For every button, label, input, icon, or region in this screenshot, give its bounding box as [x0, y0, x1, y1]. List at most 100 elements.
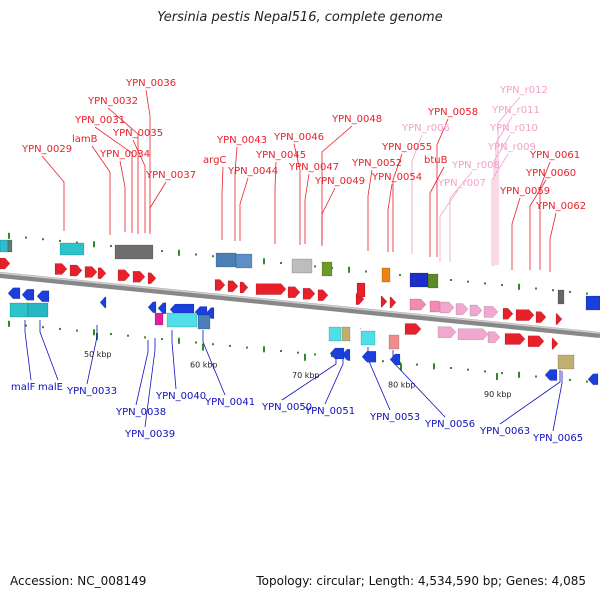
gene-label: YPN_0061 [529, 150, 580, 161]
forward-gene-arrow [535, 311, 547, 323]
forward-gene-arrow [117, 269, 131, 282]
gene-label: YPN_0054 [371, 172, 422, 183]
leader-line [144, 338, 156, 428]
forward-gene-arrow [555, 313, 563, 325]
forward-gene-arrow [147, 272, 157, 285]
bottom-dot-track [433, 363, 435, 370]
gene-label: YPN_0044 [227, 166, 278, 177]
scale-label: 50 kbp [84, 350, 112, 359]
leader-line [499, 370, 561, 425]
leader-line [449, 171, 473, 262]
top-dot-track [280, 262, 282, 264]
bottom-dot-track [501, 372, 503, 375]
top-dot-track [348, 266, 350, 273]
gene-box [27, 302, 49, 318]
gene-box [0, 239, 9, 253]
gene-label: YPN_0043 [216, 135, 267, 146]
gene-label: YPN_0033 [66, 386, 117, 397]
top-dot-track [8, 232, 10, 239]
rna-arrow [483, 306, 499, 318]
top-dot-track [399, 273, 401, 276]
gene-label: YPN_0034 [99, 149, 150, 160]
top-dot-track [42, 238, 44, 241]
reverse-gene-arrow [389, 353, 401, 366]
gene-box [427, 273, 439, 289]
bottom-dot-track [416, 363, 418, 366]
reverse-gene-arrow [329, 347, 345, 360]
forward-gene-arrow [214, 279, 226, 291]
gene-label: YPN_0048 [331, 114, 382, 125]
leader-line [135, 340, 149, 406]
bottom-dot-track [110, 333, 112, 335]
top-dot-track [25, 236, 27, 239]
top-dot-track [212, 255, 214, 258]
bottom-dot-track [178, 337, 180, 344]
gene-label: YPN_r009 [487, 142, 536, 153]
leader-line [274, 161, 277, 244]
reverse-gene-arrow [147, 301, 157, 314]
gene-label: YPN_0039 [124, 429, 175, 440]
scale-tick [202, 343, 204, 351]
gene-label: YPN_0053 [369, 412, 420, 423]
bottom-dot-track [297, 351, 299, 354]
reverse-gene-arrow [36, 290, 50, 302]
gene-label: YPN_0055 [381, 142, 432, 153]
bottom-dot-track [229, 344, 231, 347]
gene-box [7, 239, 13, 253]
top-dot-track [59, 239, 61, 242]
gene-label: YPN_0046 [273, 132, 324, 143]
forward-gene-arrow [457, 328, 489, 341]
gene-label: YPN_r008 [451, 160, 500, 171]
forward-gene-arrow [97, 267, 107, 280]
forward-gene-arrow [132, 271, 146, 283]
gene-label: YPN_0060 [525, 168, 576, 179]
bottom-dot-track [382, 360, 384, 363]
gene-label: YPN_r007 [437, 178, 486, 189]
top-dot-track [314, 265, 316, 268]
leader-line [429, 166, 445, 257]
bottom-dot-track [535, 375, 537, 378]
gene-label: lamB [72, 134, 98, 145]
gene-label: YPN_0040 [155, 391, 206, 402]
top-dot-track [195, 253, 197, 256]
bottom-dot-track [569, 378, 571, 381]
reverse-gene-arrow [341, 348, 351, 361]
bottom-dot-track [161, 338, 163, 341]
leader-line [149, 181, 167, 234]
bottom-dot-track [25, 324, 27, 327]
gene-label: YPN_0032 [87, 96, 138, 107]
genome-summary-text: Topology: circular; Length: 4,534,590 bp… [256, 574, 586, 588]
gene-label: YPN_0058 [427, 107, 478, 118]
leader-line [495, 116, 513, 265]
rna-arrow [469, 304, 483, 317]
gene-box [341, 326, 351, 342]
bottom-dot-track [212, 343, 214, 346]
leader-line [304, 173, 310, 244]
rna-arrow [439, 301, 455, 314]
gene-box [154, 312, 164, 326]
top-dot-track [450, 279, 452, 281]
gene-label: YPN_r010 [489, 123, 538, 134]
forward-gene-arrow [239, 281, 249, 294]
bottom-dot-track [59, 327, 61, 330]
leader-line [367, 169, 373, 251]
gene-label: YPN_0050 [261, 402, 312, 413]
leader-line [39, 320, 59, 381]
forward-gene-arrow [287, 286, 301, 299]
bottom-dot-track [8, 320, 10, 327]
top-dot-track [501, 284, 503, 287]
forward-gene-arrow [487, 331, 501, 344]
bottom-dot-track [484, 370, 486, 373]
bottom-dot-track [246, 346, 248, 349]
leader-line [132, 139, 146, 233]
genome-title: Yersinia pestis Nepal516, complete genom… [157, 10, 443, 25]
gene-box [215, 252, 237, 268]
bottom-dot-track [450, 367, 452, 369]
bottom-dot-track [314, 353, 316, 356]
scale-label: 90 kbp [484, 390, 512, 399]
gene-label: YPN_r011 [491, 105, 540, 116]
gene-box [388, 334, 400, 350]
leader-line [552, 371, 563, 432]
top-dot-track [76, 241, 78, 244]
